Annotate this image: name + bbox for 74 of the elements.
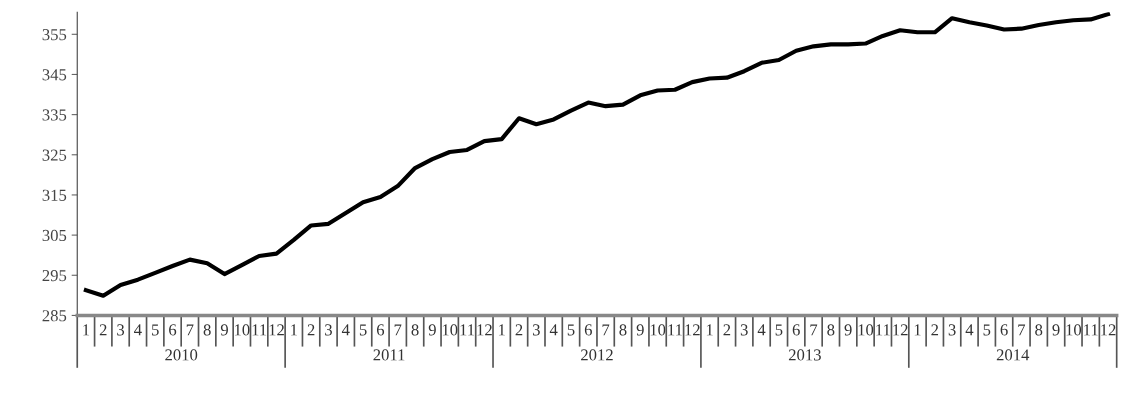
- x-tick-label: 9: [636, 324, 644, 336]
- x-tick-label: 11: [668, 324, 682, 336]
- text: 2014: [996, 349, 1030, 361]
- x-tick-label: 10: [650, 324, 666, 336]
- x-tick-label: 9: [844, 324, 852, 336]
- x-tick-label: 10: [858, 324, 874, 336]
- x-tick-label: 1: [914, 324, 921, 336]
- x-tick-label: 5: [983, 324, 991, 336]
- x-tick-label: 6: [584, 324, 592, 336]
- x-tick-label: 12: [477, 324, 492, 336]
- y-tick-label: 305: [42, 229, 67, 242]
- x-tick-label: 7: [394, 324, 402, 336]
- x-tick-label: 5: [775, 324, 783, 336]
- y-tick-label: 325: [42, 149, 67, 161]
- x-tick-label: 1: [706, 324, 713, 336]
- text: 2011: [373, 349, 405, 361]
- y-tick-label: 345: [42, 69, 67, 81]
- x-tick-label: 2: [931, 324, 939, 336]
- x-tick-label: 8: [619, 324, 627, 336]
- x-tick-label: 1: [498, 324, 505, 336]
- x-tick-label: 1: [291, 324, 297, 336]
- y-tick-label: 335: [42, 109, 67, 121]
- x-tick-label: 7: [602, 324, 610, 336]
- x-tick-label: 9: [1052, 324, 1060, 336]
- y-tick-label: 285: [42, 310, 67, 322]
- x-tick-label: 3: [948, 324, 956, 336]
- x-tick-label: 10: [1066, 324, 1082, 336]
- x-tick-label: 4: [341, 324, 350, 336]
- x-tick-label: 7: [186, 324, 194, 336]
- x-tick-label: 11: [876, 324, 890, 336]
- x-tick-label: 11: [252, 324, 267, 336]
- x-tick-label: 6: [792, 324, 800, 336]
- x-tick-label: 11: [460, 324, 475, 336]
- x-tick-label: 7: [1018, 324, 1026, 336]
- x-tick-label: 1: [83, 324, 90, 336]
- x-tick-label: 2: [515, 324, 523, 336]
- x-tick-label: 4: [549, 324, 558, 336]
- x-tick-label: 3: [532, 324, 540, 336]
- text: 2013: [788, 349, 821, 361]
- x-tick-label: 3: [740, 324, 748, 336]
- x-tick-label: 10: [442, 324, 458, 336]
- x-tick-label: 5: [359, 324, 367, 336]
- line-series: [83, 12, 1111, 298]
- x-tick-label: 4: [965, 324, 974, 336]
- x-tick-label: 5: [567, 324, 575, 336]
- x-tick-label: 12: [893, 324, 908, 336]
- x-tick-label: 3: [325, 324, 332, 336]
- x-tick-label: 11: [1084, 324, 1098, 336]
- x-tick-label: 3: [117, 324, 125, 336]
- x-tick-label: 8: [1035, 324, 1043, 336]
- x-tick-label: 12: [685, 324, 700, 336]
- x-tick-label: 6: [1000, 324, 1008, 336]
- y-tick-label: 295: [42, 270, 67, 282]
- x-tick-label: 9: [220, 324, 228, 336]
- x-tick-label: 10: [234, 324, 250, 336]
- x-tick-label: 2: [723, 324, 731, 336]
- x-tick-label: 2: [307, 324, 315, 336]
- text: 2012: [581, 349, 613, 361]
- y-tick-label: 315: [42, 189, 67, 201]
- x-tick-label: 7: [810, 324, 818, 336]
- x-tick-label: 4: [757, 324, 766, 336]
- y-tick-label: 355: [42, 29, 67, 41]
- x-tick-label: 12: [1101, 324, 1116, 336]
- x-tick-label: 4: [134, 324, 142, 336]
- x-tick-label: 2: [99, 324, 107, 336]
- x-tick-label: 8: [827, 324, 835, 336]
- x-tick-label: 6: [169, 324, 177, 336]
- x-tick-label: 8: [203, 324, 211, 336]
- x-tick-label: 6: [376, 324, 385, 336]
- text: 2010: [165, 349, 198, 361]
- x-tick-label: 8: [411, 324, 419, 336]
- x-tick-label: 9: [428, 324, 436, 336]
- x-tick-label: 5: [152, 324, 159, 336]
- x-tick-label: 12: [269, 324, 284, 336]
